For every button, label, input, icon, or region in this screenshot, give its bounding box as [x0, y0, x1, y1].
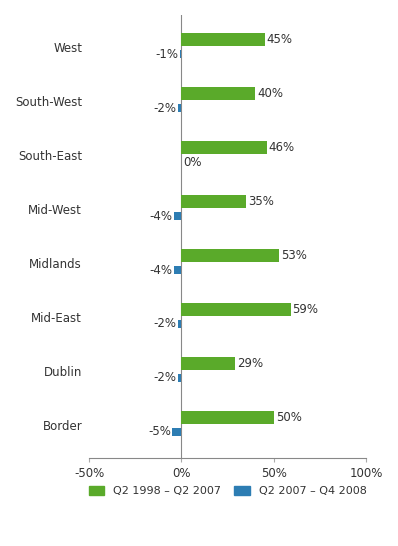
Text: 45%: 45%: [267, 33, 293, 46]
Text: 50%: 50%: [276, 411, 302, 424]
Text: -2%: -2%: [153, 102, 176, 115]
Bar: [178, 319, 181, 328]
Bar: [181, 87, 256, 100]
Bar: [181, 249, 279, 262]
Text: 35%: 35%: [248, 195, 274, 208]
Bar: [181, 303, 291, 316]
Bar: [181, 141, 267, 154]
Text: -1%: -1%: [155, 48, 178, 61]
Legend: Q2 1998 – Q2 2007, Q2 2007 – Q4 2008: Q2 1998 – Q2 2007, Q2 2007 – Q4 2008: [84, 482, 371, 501]
Text: -2%: -2%: [153, 371, 176, 384]
Text: -2%: -2%: [153, 317, 176, 330]
Text: -4%: -4%: [150, 210, 173, 223]
Text: 53%: 53%: [281, 249, 307, 262]
Text: -5%: -5%: [148, 425, 171, 438]
Bar: [181, 411, 274, 424]
Bar: [174, 212, 181, 221]
Bar: [178, 373, 181, 382]
Text: 46%: 46%: [268, 141, 295, 155]
Bar: [178, 104, 181, 112]
Text: 0%: 0%: [183, 156, 202, 169]
Bar: [181, 33, 265, 46]
Text: 40%: 40%: [257, 87, 283, 100]
Bar: [181, 195, 246, 208]
Bar: [181, 357, 235, 370]
Bar: [174, 266, 181, 274]
Bar: [179, 50, 181, 58]
Text: -4%: -4%: [150, 264, 173, 276]
Text: 59%: 59%: [293, 303, 318, 316]
Bar: [172, 428, 181, 436]
Text: 29%: 29%: [237, 357, 263, 370]
